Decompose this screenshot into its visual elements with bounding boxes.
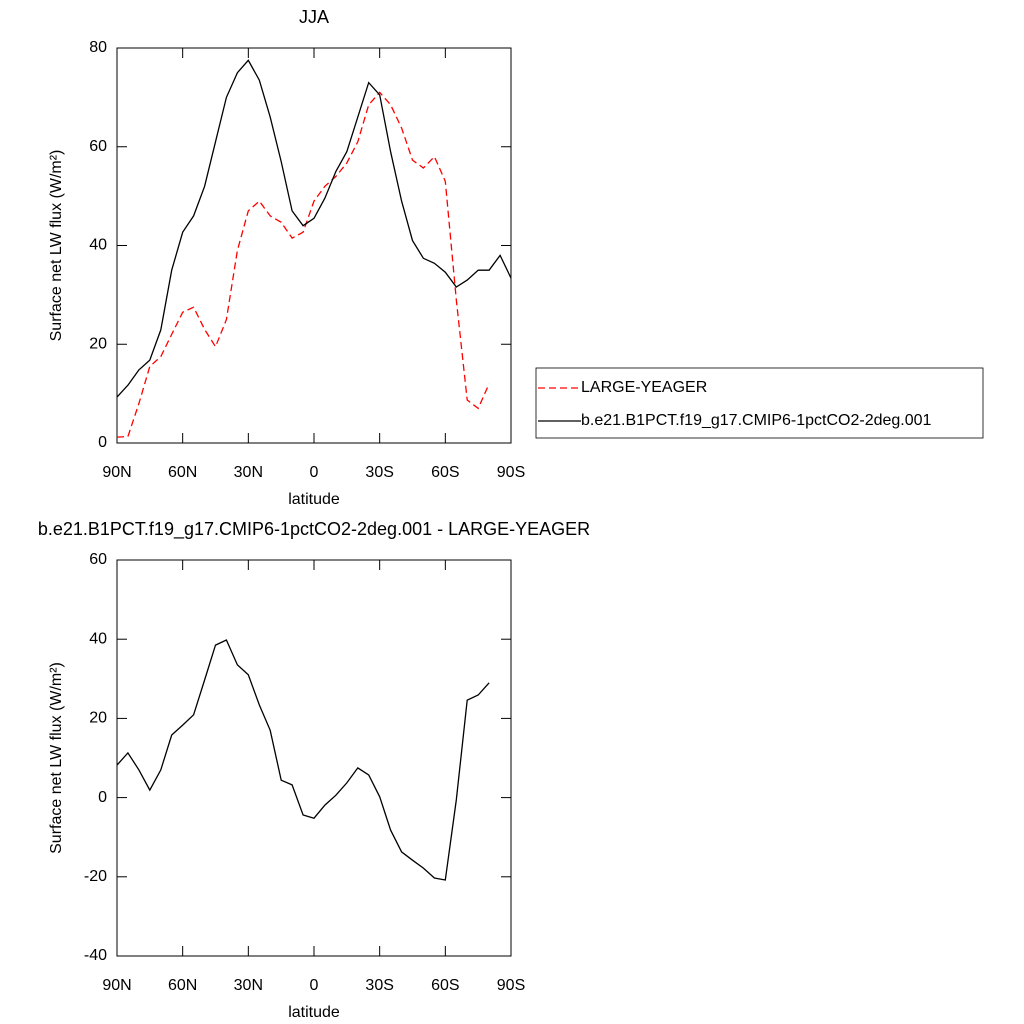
legend-box [535, 367, 984, 439]
data-line [116, 59, 512, 398]
x-tick-label: 90N [102, 977, 131, 994]
y-axis-label: Surface net LW flux (W/m²) [48, 150, 65, 342]
y-tick-label: 40 [89, 237, 107, 254]
x-tick-label: 0 [310, 977, 319, 994]
x-tick-label: 30S [365, 464, 393, 481]
y-tick-label: 20 [89, 335, 107, 352]
x-tick-label: 60S [431, 977, 459, 994]
y-tick-label: 80 [89, 39, 107, 56]
x-tick-label: 0 [310, 464, 319, 481]
x-tick-label: 90N [102, 464, 131, 481]
x-axis-label: latitude [288, 491, 340, 508]
data-line [116, 639, 490, 881]
y-axis-label: Surface net LW flux (W/m²) [48, 662, 65, 854]
plot-frame [116, 559, 512, 957]
y-tick-label: -20 [84, 868, 107, 885]
x-tick-label: 60N [168, 464, 197, 481]
y-tick-label: 0 [98, 434, 107, 451]
legend-label: b.e21.B1PCT.f19_g17.CMIP6-1pctCO2-2deg.0… [581, 412, 932, 429]
y-tick-label: 60 [89, 138, 107, 155]
data-line [116, 91, 490, 438]
y-tick-label: 20 [89, 710, 107, 727]
legend-label: LARGE-YEAGER [581, 379, 707, 396]
x-tick-label: 90S [497, 977, 525, 994]
x-tick-label: 90S [497, 464, 525, 481]
y-tick-label: -40 [84, 947, 107, 964]
x-tick-label: 60S [431, 464, 459, 481]
y-tick-label: 60 [89, 551, 107, 568]
chart-title: b.e21.B1PCT.f19_g17.CMIP6-1pctCO2-2deg.0… [38, 519, 590, 540]
y-tick-label: 40 [89, 630, 107, 647]
x-tick-label: 30N [234, 977, 263, 994]
x-tick-label: 30S [365, 977, 393, 994]
x-axis-label: latitude [288, 1004, 340, 1021]
y-tick-label: 0 [98, 789, 107, 806]
x-tick-label: 30N [234, 464, 263, 481]
chart-title: JJA [299, 7, 329, 27]
x-tick-label: 60N [168, 977, 197, 994]
